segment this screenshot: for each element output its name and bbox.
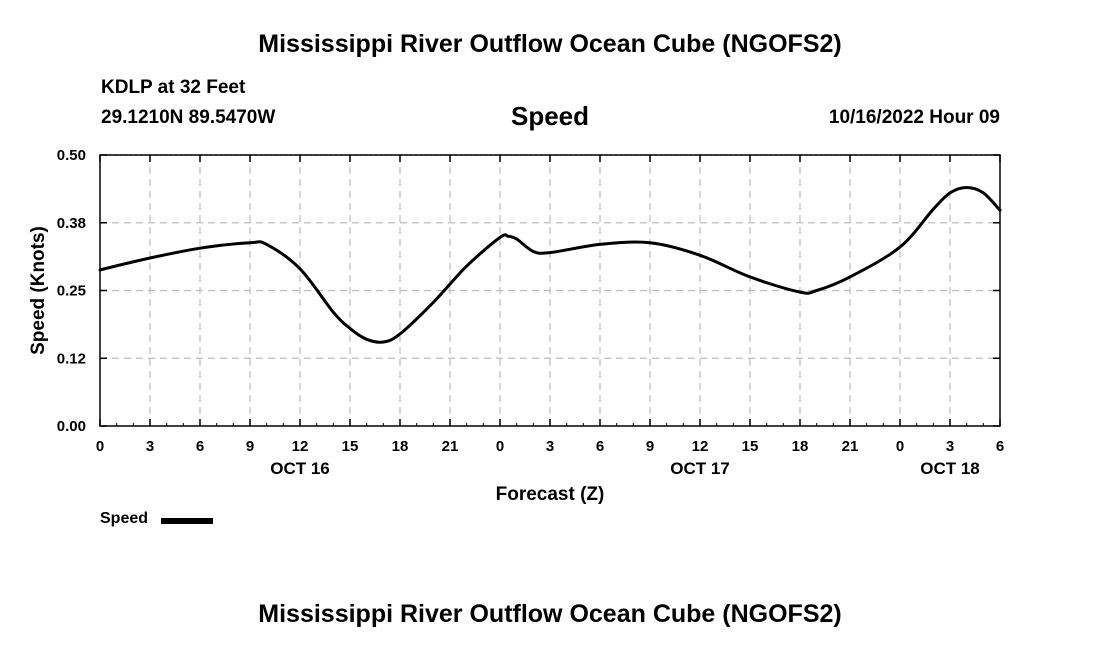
y-tick-label: 0.38	[57, 215, 86, 232]
x-tick-label: 15	[742, 438, 759, 455]
x-tick-label: 3	[146, 438, 154, 455]
station-coordinates: 29.1210N 89.5470W	[101, 107, 276, 128]
x-tick-label: 0	[496, 438, 504, 455]
y-tick-label: 0.00	[57, 418, 86, 435]
series-layer	[98, 186, 1002, 344]
y-tick-label: 0.50	[57, 147, 86, 164]
x-axis-label: Forecast (Z)	[496, 484, 605, 505]
x-tick-label: 9	[246, 438, 254, 455]
x-tick-label: 12	[292, 438, 309, 455]
chart-super-title: Mississippi River Outflow Ocean Cube (NG…	[258, 30, 842, 58]
x-tick-label: 3	[946, 438, 954, 455]
x-day-label: OCT 17	[670, 459, 730, 478]
y-axis-label: Speed (Knots)	[28, 226, 49, 355]
x-tick-label: 3	[546, 438, 554, 455]
chart-footer-title: Mississippi River Outflow Ocean Cube (NG…	[258, 600, 842, 628]
x-tick-label: 9	[646, 438, 654, 455]
x-tick-label: 15	[342, 438, 359, 455]
x-tick-label: 6	[596, 438, 604, 455]
forecast-datetime: 10/16/2022 Hour 09	[828, 107, 1000, 128]
y-tick-label: 0.25	[57, 283, 86, 300]
x-tick-label: 18	[392, 438, 409, 455]
label-layer: 0 3 6 9 12 15 18 21 0 3 6 9 12 15 18 21 0 3 6 0.00 0.12 0.25 0…	[28, 147, 1004, 505]
x-tick-label: 21	[442, 438, 459, 455]
station-label: KDLP at 32 Feet	[101, 77, 246, 98]
x-day-label: OCT 18	[920, 459, 980, 478]
chart-title: Speed	[510, 101, 590, 131]
x-day-label: OCT 16	[270, 459, 330, 478]
y-tick-label: 0.12	[57, 350, 86, 367]
x-tick-label: 12	[692, 438, 709, 455]
x-tick-label: 0	[96, 438, 104, 455]
x-tick-label: 0	[896, 438, 904, 455]
x-tick-label: 21	[842, 438, 859, 455]
x-tick-label: 18	[792, 438, 809, 455]
tick-layer	[99, 154, 1001, 427]
speed-series-line	[98, 186, 1002, 344]
x-tick-label: 6	[996, 438, 1004, 455]
legend-label: Speed	[100, 510, 149, 527]
legend-swatch	[161, 518, 213, 524]
grid-layer	[100, 154, 1000, 426]
x-tick-label: 6	[196, 438, 204, 455]
